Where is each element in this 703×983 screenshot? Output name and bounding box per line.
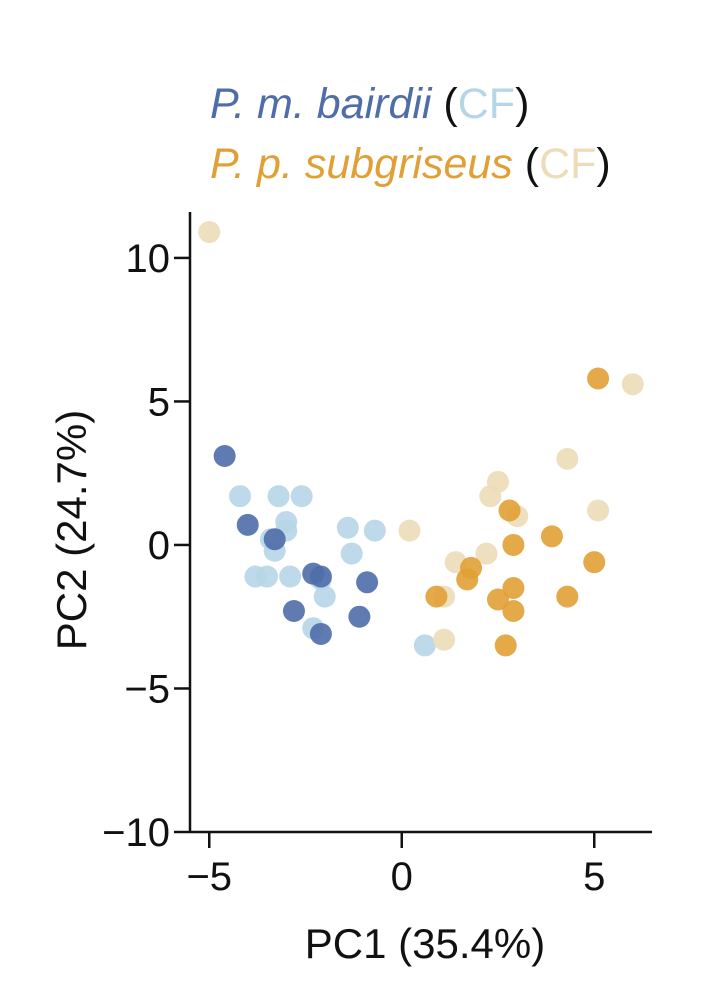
y-tick-label: 10: [126, 237, 171, 281]
data-point: [413, 634, 436, 657]
data-point: [556, 447, 579, 470]
data-point: [282, 599, 305, 622]
y-tick-label: 5: [148, 380, 170, 424]
data-point: [587, 499, 610, 522]
x-tick-label: 5: [583, 855, 605, 899]
y-tick-label: −10: [102, 811, 170, 855]
data-point: [502, 599, 525, 622]
data-point: [363, 519, 386, 542]
legend-paren-close: ): [596, 140, 611, 188]
data-point: [587, 367, 610, 390]
y-tick-label: 0: [148, 524, 170, 568]
data-point: [213, 444, 236, 467]
legend-species-bairdii: P. m. bairdii: [210, 80, 432, 128]
legend-entry-bairdii: P. m. bairdii (CF): [210, 80, 529, 129]
data-point: [498, 499, 521, 522]
data-point: [340, 542, 363, 565]
data-point: [198, 221, 221, 244]
legend-cf-bairdii: CF: [457, 80, 516, 128]
x-axis-label: PC1 (35.4%): [305, 920, 545, 967]
data-point: [583, 551, 606, 574]
legend-paren-open: (: [524, 140, 540, 188]
data-point: [487, 588, 509, 611]
legend-paren-close: ): [515, 80, 530, 128]
data-point: [263, 528, 286, 551]
data-point: [475, 542, 498, 565]
data-point: [229, 485, 252, 508]
x-tick-label: 0: [391, 855, 413, 899]
data-point: [494, 634, 517, 657]
data-point: [487, 470, 509, 493]
data-point: [502, 577, 525, 600]
data-point: [502, 533, 525, 556]
data-point: [309, 565, 332, 588]
series-0: [229, 485, 436, 657]
data-point: [540, 525, 563, 548]
data-point: [313, 585, 336, 608]
data-point: [556, 585, 579, 608]
legend-paren-open: (: [443, 80, 458, 128]
data-point: [267, 485, 290, 508]
data-point: [236, 513, 259, 536]
data-points: [198, 221, 644, 657]
y-axis-label: PC2 (24.7%): [48, 410, 95, 650]
data-point: [433, 628, 456, 651]
legend-cf-subgriseus: CF: [539, 140, 597, 188]
data-point: [244, 565, 267, 588]
data-point: [309, 622, 332, 645]
series-1: [213, 444, 379, 645]
data-point: [336, 516, 359, 539]
data-point: [456, 568, 479, 591]
legend-species-subgriseus: P. p. subgriseus: [210, 140, 513, 188]
data-point: [290, 485, 313, 508]
y-tick-label: −5: [124, 667, 170, 711]
data-point: [356, 571, 379, 594]
series-3: [425, 367, 610, 657]
data-point: [621, 373, 644, 396]
data-point: [348, 605, 371, 628]
data-point: [398, 519, 421, 542]
data-point: [279, 565, 302, 588]
data-point: [425, 585, 448, 608]
axes: −10 −5 0 5 10 −5 0 5: [102, 212, 652, 899]
x-tick-label: −5: [186, 855, 232, 899]
legend-entry-subgriseus: P. p. subgriseus (CF): [210, 140, 611, 189]
